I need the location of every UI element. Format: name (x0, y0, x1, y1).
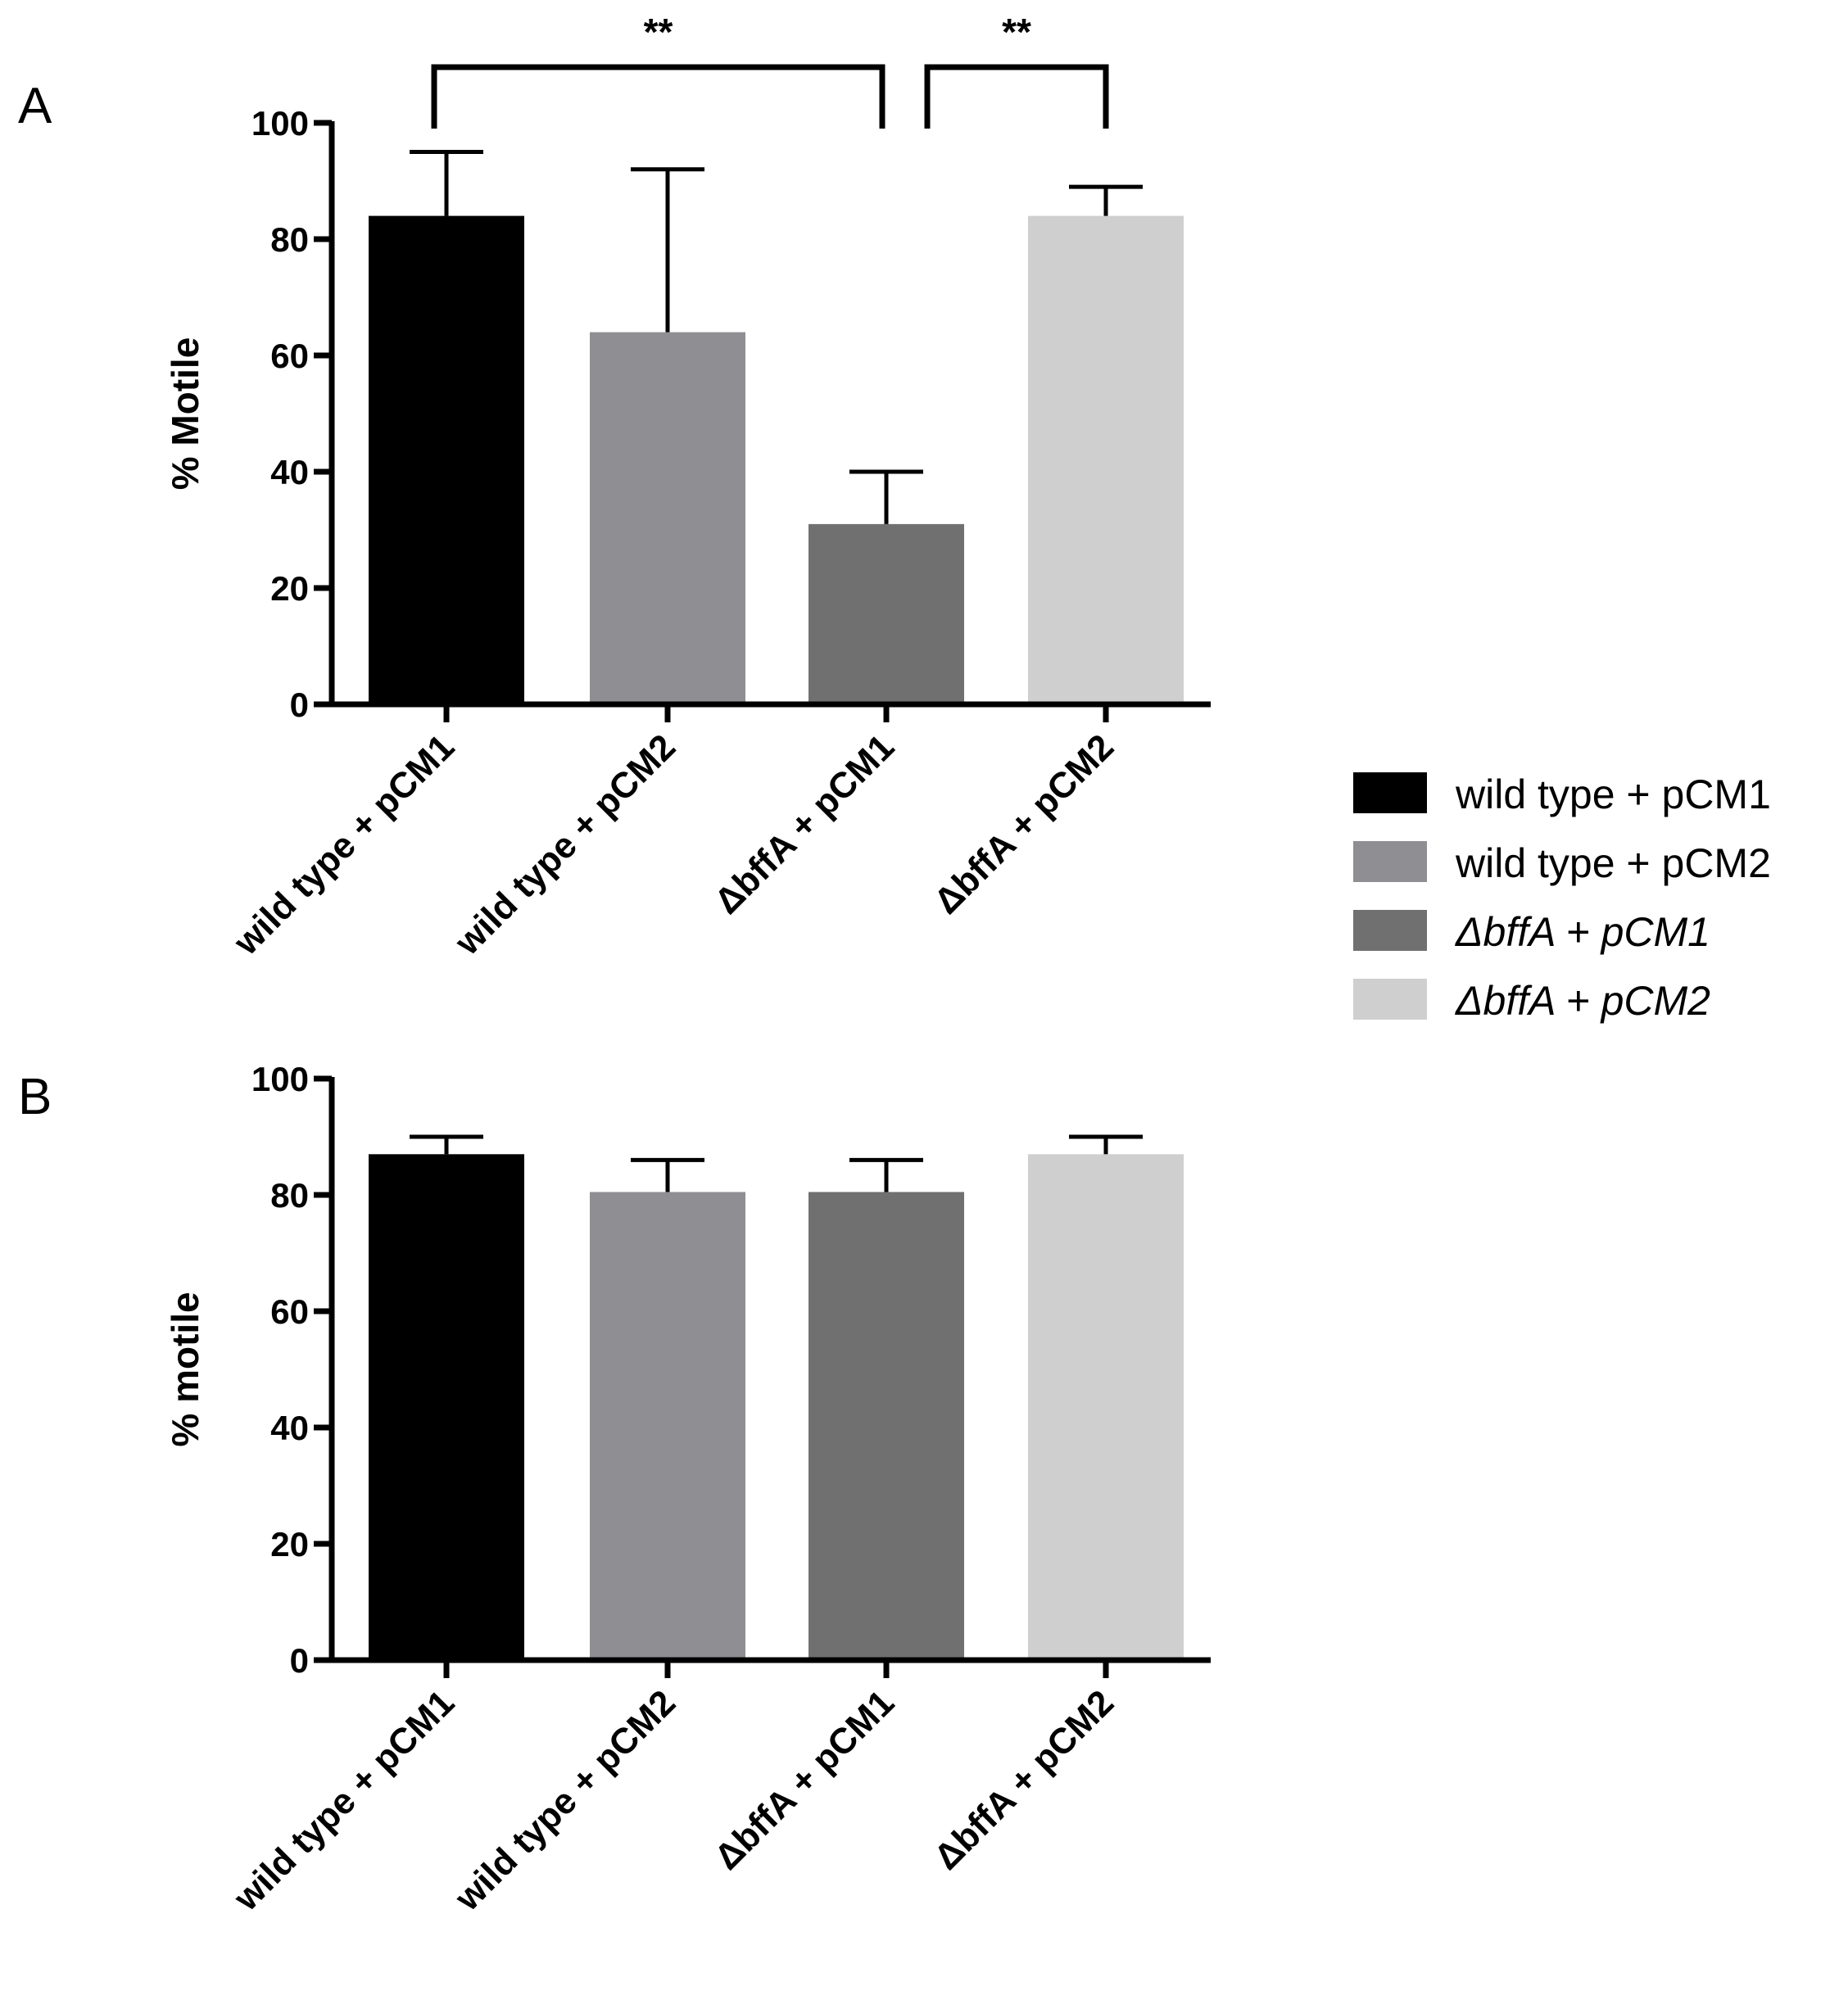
legend-item-1: wild type + pCM1 (1353, 771, 1771, 817)
category-label: wild type + pCM1 (225, 1682, 462, 1919)
bar-1 (369, 215, 524, 705)
legend-swatch (1353, 841, 1427, 882)
bar-1 (369, 1154, 524, 1660)
error-bar-1 (410, 1134, 483, 1155)
bar-2 (590, 1192, 745, 1660)
bar-2 (590, 332, 745, 704)
legend-label: wild type + pCM1 (1455, 771, 1771, 817)
bar-4 (1028, 215, 1184, 705)
legend-item-2: wild type + pCM2 (1353, 840, 1771, 886)
category-label: ΔbffA + pCM2 (926, 726, 1121, 921)
y-tick-label: 60 (270, 337, 309, 375)
y-tick-label: 40 (270, 1409, 309, 1447)
y-tick-label: 20 (270, 569, 309, 608)
y-tick-label: 80 (270, 220, 309, 259)
legend-item-4: ΔbffA + pCM2 (1353, 978, 1710, 1024)
y-tick-label: 80 (270, 1176, 309, 1215)
category-label: wild type + pCM1 (225, 726, 462, 963)
y-tick-label: 0 (290, 686, 309, 724)
error-bar-4 (1069, 184, 1143, 216)
error-bar-4 (1069, 1134, 1143, 1155)
significance-bracket-1: ** (431, 11, 886, 129)
legend-swatch (1353, 979, 1427, 1020)
y-tick-label: 100 (251, 104, 309, 143)
bar-4 (1028, 1154, 1184, 1660)
y-tick-label: 20 (270, 1525, 309, 1563)
legend-label: ΔbffA + pCM2 (1455, 978, 1710, 1024)
legend-item-3: ΔbffA + pCM1 (1353, 909, 1710, 955)
significance-label: ** (1002, 11, 1031, 53)
legend-swatch (1353, 772, 1427, 813)
legend-label: wild type + pCM2 (1455, 840, 1771, 886)
bracket-line (431, 64, 886, 129)
y-axis-title: % motile (164, 1292, 206, 1446)
legend: wild type + pCM1 wild type + pCM2 ΔbffA + … (1353, 771, 1771, 1024)
significance-label: ** (644, 11, 673, 53)
legend-label: ΔbffA + pCM1 (1455, 909, 1710, 955)
y-tick-label: 100 (251, 1060, 309, 1098)
error-bar-3 (849, 1157, 923, 1192)
error-bar-3 (849, 469, 923, 524)
y-tick-label: 60 (270, 1292, 309, 1331)
error-bar-2 (631, 1157, 704, 1192)
category-label: wild type + pCM2 (446, 1682, 683, 1919)
bar-3 (808, 523, 964, 704)
panel-letter: B (18, 1069, 52, 1125)
category-label: wild type + pCM2 (446, 726, 683, 963)
category-label: ΔbffA + pCM2 (926, 1682, 1121, 1877)
y-axis-title: % Motile (164, 337, 206, 491)
panel-letter: A (18, 78, 52, 134)
y-tick-label: 40 (270, 453, 309, 491)
bracket-line (924, 64, 1109, 129)
category-label: ΔbffA + pCM1 (707, 726, 902, 921)
category-label: ΔbffA + pCM1 (707, 1682, 902, 1877)
error-bar-1 (410, 150, 483, 216)
bar-3 (808, 1192, 964, 1660)
legend-swatch (1353, 910, 1427, 951)
significance-bracket-2: ** (924, 11, 1109, 129)
y-tick-label: 0 (290, 1641, 309, 1680)
error-bar-2 (631, 167, 704, 333)
